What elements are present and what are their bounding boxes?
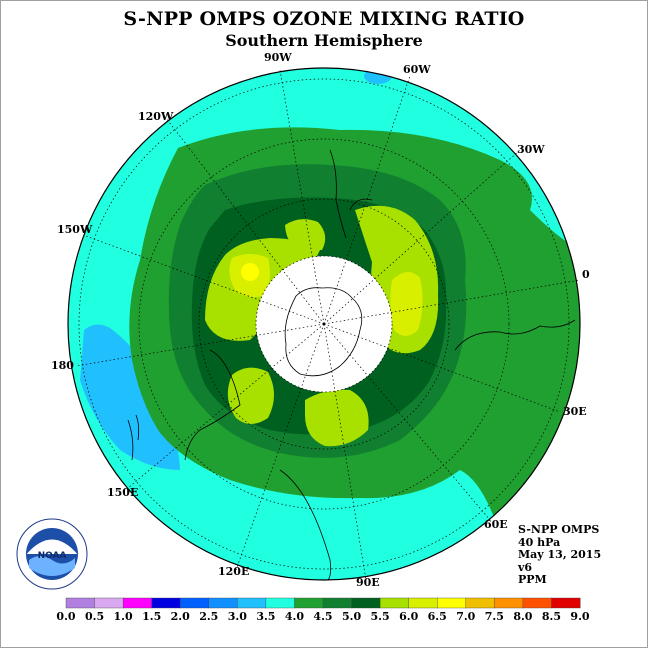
colorbar-cell: [294, 597, 324, 609]
colorbar-cell: [408, 597, 438, 609]
colorbar-tick-label: 2.0: [171, 610, 190, 623]
colorbar-cell: [180, 597, 210, 609]
map-title: S-NPP OMPS OZONE MIXING RATIO: [123, 8, 525, 30]
colorbar-tick-label: 5.0: [342, 610, 361, 623]
colorbar-tick-label: 3.0: [228, 610, 247, 623]
colorbar-cell: [94, 597, 124, 609]
contour-5p5-north: [285, 219, 326, 250]
colorbar-cell: [465, 597, 495, 609]
colorbar-tick-label: 5.5: [371, 610, 390, 623]
longitude-labels: 90W 60W 30W 0 30E 60E 90E 120E 150E 180 …: [51, 51, 590, 589]
lon-label-120w: 120W: [138, 110, 174, 123]
colorbar-tick-label: 9.0: [570, 610, 589, 623]
colorbar-cells: [65, 597, 581, 609]
colorbar-tick-label: 4.0: [285, 610, 304, 623]
lon-label-120e: 120E: [218, 565, 249, 578]
map-subtitle: Southern Hemisphere: [225, 31, 423, 50]
lon-label-90w: 90W: [264, 51, 292, 64]
lon-label-30e: 30E: [563, 405, 587, 418]
colorbar-tick-label: 2.5: [199, 610, 218, 623]
colorbar-tick-label: 1.5: [142, 610, 161, 623]
noaa-logo: NOAA: [16, 518, 88, 590]
colorbar-tick-label: 1.0: [114, 610, 133, 623]
lon-label-150w: 150W: [57, 223, 93, 236]
lon-label-0: 0: [582, 268, 590, 281]
colorbar-tick-label: 0.5: [85, 610, 104, 623]
colorbar-labels: 0.0 0.5 1.0 1.5 2.0 2.5 3.0 3.5 4.0 4.5 5.0 5.5 6.0 6…: [56, 610, 589, 623]
graticule: [75, 69, 581, 581]
contour-3p0-west: [80, 324, 180, 470]
instrument-name: S-NPP OMPS: [518, 523, 600, 536]
colorbar-cell: [208, 597, 238, 609]
contour-5p5-southwest: [227, 367, 274, 424]
pressure-level: 40 hPa: [518, 535, 561, 549]
colorbar-tick-label: 7.0: [456, 610, 475, 623]
colorbar-tick-label: 6.0: [399, 610, 418, 623]
coastlines: [127, 149, 576, 581]
colorbar-tick-label: 6.5: [428, 610, 447, 623]
contour-6p5-peak: [241, 263, 259, 281]
colorbar-tick-label: 8.5: [542, 610, 561, 623]
colorbar-cell: [494, 597, 524, 609]
lon-label-90e: 90E: [356, 576, 380, 589]
colorbar-cell: [151, 597, 181, 609]
metadata-block: S-NPP OMPS 40 hPa May 13, 2015 v6 PPM: [518, 523, 602, 587]
colorbar-cell: [379, 597, 410, 609]
colorbar-cell: [265, 597, 295, 609]
colorbar-cell: [437, 597, 467, 609]
colorbar-tick-label: 8.0: [513, 610, 532, 623]
colorbar-cell: [122, 597, 153, 609]
south-pole-marker: [322, 322, 326, 326]
colorbar-cell: [322, 597, 353, 609]
colorbar-cell: [551, 597, 581, 609]
lon-label-150e: 150E: [107, 486, 138, 499]
colorbar: 0.0 0.5 1.0 1.5 2.0 2.5 3.0 3.5 4.0 4.5 5.0 5.5 6.0 6…: [56, 597, 590, 623]
colorbar-cell: [522, 597, 552, 609]
lon-label-30w: 30W: [517, 143, 545, 156]
colorbar-cell: [237, 597, 267, 609]
contour-6p0-east: [390, 271, 423, 336]
lon-label-180: 180: [51, 359, 74, 372]
colorbar-tick-label: 0.0: [56, 610, 75, 623]
globe-outline: [67, 67, 581, 581]
observation-date: May 13, 2015: [518, 548, 602, 561]
lon-label-60w: 60W: [403, 63, 431, 76]
units-label: PPM: [518, 573, 547, 586]
contour-5p5-south: [305, 389, 369, 447]
colorbar-tick-label: 4.5: [313, 610, 332, 623]
lon-label-60e: 60E: [484, 518, 508, 531]
colorbar-cell: [351, 597, 381, 609]
data-version: v6: [518, 560, 533, 574]
colorbar-tick-label: 7.5: [485, 610, 504, 623]
colorbar-cell: [65, 597, 96, 609]
colorbar-tick-label: 3.5: [256, 610, 275, 623]
noaa-logo-text: NOAA: [38, 551, 67, 561]
